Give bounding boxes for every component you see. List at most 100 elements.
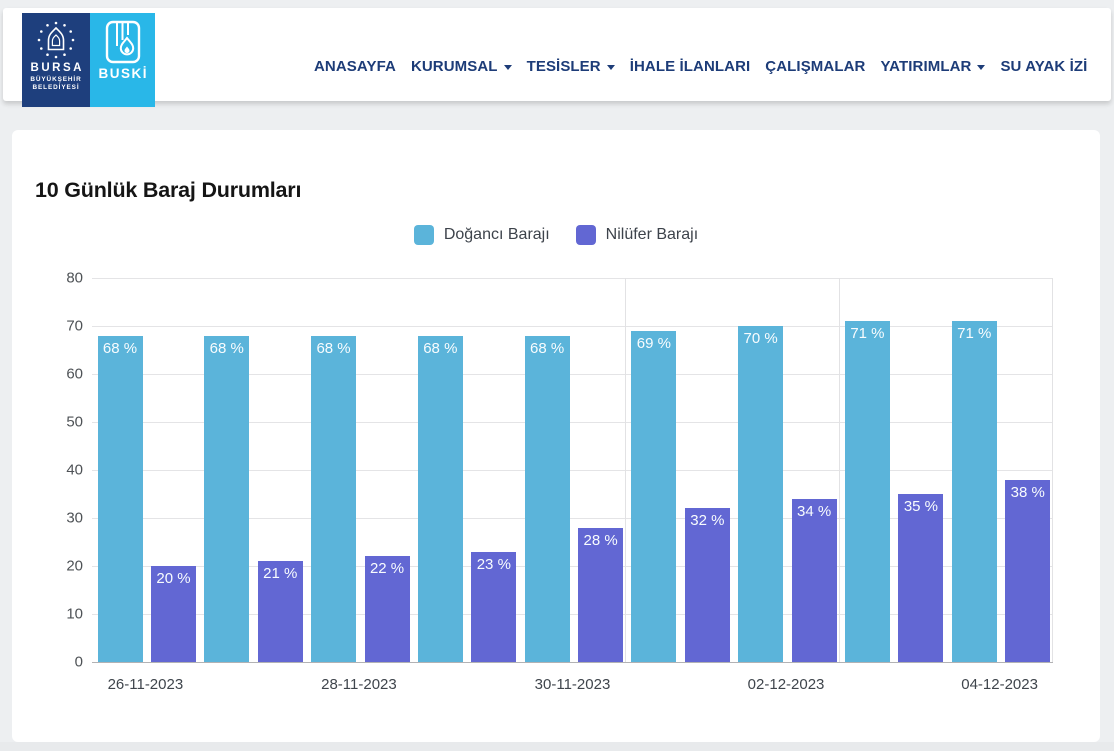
nav-calismalar[interactable]: ÇALIŞMALAR <box>765 58 865 75</box>
y-tick-label: 0 <box>74 653 83 671</box>
bar-nilufer[interactable]: 32 % <box>684 508 730 662</box>
bar-value-label: 35 % <box>903 498 939 515</box>
y-tick-label: 30 <box>66 509 83 527</box>
bar-value-label: 68 % <box>102 339 138 357</box>
y-tick-label: 40 <box>66 461 83 479</box>
legend-item-nilufer[interactable]: Nilüfer Barajı <box>575 225 699 245</box>
nav-item-label: YATIRIMLAR <box>880 57 972 75</box>
y-tick-label: 70 <box>66 317 83 335</box>
buski-drop-icon <box>105 20 140 64</box>
x-tick-label: 30-11-2023 <box>534 676 611 693</box>
bar-nilufer[interactable]: 34 % <box>791 498 837 662</box>
bar-value-label: 22 % <box>369 560 405 578</box>
bursa-logo-text-1: BURSA <box>30 62 84 74</box>
y-tick-label: 60 <box>66 365 83 383</box>
bar-value-label: 68 % <box>316 339 351 357</box>
bar-value-label: 21 % <box>263 565 298 583</box>
bar-value-label: 71 % <box>957 325 992 343</box>
bursa-logo: BURSA BÜYÜKŞEHİR BELEDİYESİ <box>22 13 90 107</box>
legend-label: Doğancı Barajı <box>443 226 550 243</box>
bar-value-label: 68 % <box>530 339 565 357</box>
y-tick-label: 80 <box>66 269 83 287</box>
legend-swatch-dogancı <box>413 225 434 245</box>
bar-nilufer[interactable]: 21 % <box>257 561 303 662</box>
bar-dogancı[interactable]: 68 % <box>524 335 570 662</box>
gridline <box>92 469 1053 471</box>
legend-label: Nilüfer Barajı <box>605 226 699 243</box>
buski-logo-text: BUSKİ <box>98 66 148 81</box>
nav-item-label: SU AYAK İZİ <box>1000 57 1088 75</box>
gridline <box>92 613 1053 615</box>
chevron-down-icon <box>606 64 615 70</box>
chevron-down-icon <box>977 64 986 70</box>
bar-nilufer[interactable]: 22 % <box>364 556 410 662</box>
main-nav: ANASAYFA KURUMSAL TESİSLER İHALE İLANLARI ÇA… <box>314 8 1087 101</box>
nav-item-label: KURUMSAL <box>410 57 498 75</box>
nav-item-label: İHALE İLANLARI <box>629 57 751 75</box>
bar-dogancı[interactable]: 68 % <box>204 335 250 662</box>
nav-tesisler[interactable]: TESİSLER <box>527 58 615 75</box>
gridline <box>92 661 1053 663</box>
bar-nilufer[interactable]: 35 % <box>898 494 944 662</box>
x-tick-label: 04-12-2023 <box>961 676 1038 693</box>
gridline-vertical <box>838 278 840 662</box>
bar-value-label: 32 % <box>690 512 725 530</box>
nav-yatirimlar[interactable]: YATIRIMLAR <box>880 57 986 75</box>
bar-dogancı[interactable]: 68 % <box>311 335 357 662</box>
bar-value-label: 20 % <box>156 570 191 587</box>
gridline <box>92 421 1053 423</box>
bar-nilufer[interactable]: 28 % <box>578 527 624 662</box>
buski-logo: BUSKİ <box>90 13 155 107</box>
bar-dogancı[interactable]: 68 % <box>97 335 143 662</box>
bar-dogancı[interactable]: 69 % <box>631 330 677 662</box>
bar-nilufer[interactable]: 20 % <box>151 566 196 662</box>
y-tick-label: 20 <box>66 557 83 575</box>
gridline <box>92 277 1053 279</box>
x-tick-label: 26-11-2023 <box>107 676 184 693</box>
bar-dogancı[interactable]: 68 % <box>417 335 463 662</box>
chevron-down-icon <box>503 64 512 70</box>
nav-kurumsal[interactable]: KURUMSAL <box>411 58 512 75</box>
bar-value-label: 70 % <box>743 330 778 347</box>
bar-dogancı[interactable]: 71 % <box>951 321 997 662</box>
gridline-vertical <box>625 278 627 662</box>
nav-anasayfa[interactable]: ANASAYFA <box>314 58 396 75</box>
chart-legend: Doğancı Barajı Nilüfer Barajı <box>12 225 1100 245</box>
nav-item-label: ANASAYFA <box>314 57 396 75</box>
bar-value-label: 68 % <box>209 339 244 357</box>
bursa-seal-icon <box>37 21 75 59</box>
nav-su-ayak-izi[interactable]: SU AYAK İZİ <box>1000 58 1087 75</box>
bursa-logo-text-2: BÜYÜKŞEHİR <box>30 76 82 83</box>
gridline <box>92 325 1053 327</box>
nav-item-label: TESİSLER <box>526 57 601 75</box>
site-logo[interactable]: BURSA BÜYÜKŞEHİR BELEDİYESİ BUSKİ <box>22 13 155 107</box>
bar-value-label: 34 % <box>797 502 832 520</box>
page-title: 10 Günlük Baraj Durumları <box>35 178 302 203</box>
plot-right-border <box>1052 278 1053 662</box>
bar-value-label: 23 % <box>476 555 511 573</box>
bottom-page-edge <box>0 742 1114 751</box>
gridline <box>92 373 1053 375</box>
y-tick-label: 50 <box>66 413 83 431</box>
site-header: ANASAYFA KURUMSAL TESİSLER İHALE İLANLARI ÇA… <box>3 8 1111 101</box>
bar-nilufer[interactable]: 23 % <box>471 551 517 662</box>
bar-value-label: 68 % <box>423 339 458 357</box>
bar-value-label: 28 % <box>583 531 618 549</box>
bar-dogancı[interactable]: 70 % <box>738 326 784 662</box>
legend-swatch-nilufer <box>575 225 596 245</box>
bar-dogancı[interactable]: 71 % <box>844 321 890 662</box>
gridline <box>92 517 1053 519</box>
nav-ihale-ilanlari[interactable]: İHALE İLANLARI <box>630 58 751 75</box>
content-card: 10 Günlük Baraj Durumları Doğancı Barajı… <box>12 130 1100 742</box>
gridline <box>92 565 1053 567</box>
bar-nilufer[interactable]: 38 % <box>1005 479 1051 662</box>
bar-value-label: 71 % <box>850 325 885 343</box>
y-tick-label: 10 <box>66 605 83 623</box>
x-tick-label: 02-12-2023 <box>747 676 825 693</box>
legend-item-dogancı[interactable]: Doğancı Barajı <box>413 225 550 245</box>
bar-value-label: 38 % <box>1010 483 1045 501</box>
bursa-logo-text-3: BELEDİYESİ <box>32 84 80 91</box>
nav-item-label: ÇALIŞMALAR <box>765 57 866 75</box>
plot-area: 0 10 20 30 40 50 60 70 80 68 % 20 % 26-11-2023 68 % 2… <box>66 270 1053 693</box>
x-tick-label: 28-11-2023 <box>321 676 397 693</box>
